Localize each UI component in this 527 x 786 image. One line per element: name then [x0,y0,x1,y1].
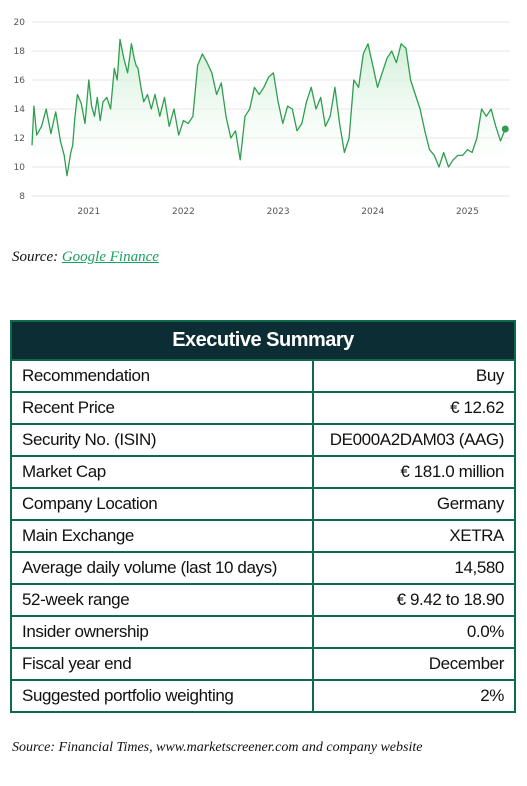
x-tick-label: 2024 [361,207,384,217]
table-row: 52-week range € 9.42 to 18.90 [10,583,516,617]
row-value: 0.0% [312,615,516,649]
row-value: December [312,647,516,681]
y-tick-label: 10 [14,163,26,173]
y-tick-label: 16 [14,76,26,86]
row-label: Recent Price [10,391,314,425]
chart-source-prefix: Source: [12,249,59,265]
price-chart: 8 10 12 14 16 18 20 2021 2022 2023 2024 2025 [0,0,527,225]
row-label: Market Cap [10,455,314,489]
y-tick-label: 12 [14,134,25,144]
row-label: Suggested portfolio weighting [10,679,314,713]
row-label: Fiscal year end [10,647,314,681]
google-finance-link[interactable]: Google Finance [61,249,159,265]
row-label: Main Exchange [10,519,314,553]
x-tick-label: 2021 [77,207,100,217]
row-label: Recommendation [10,359,314,393]
row-value: 14,580 [312,551,516,585]
table-row: Market Cap € 181.0 million [10,455,516,489]
row-label: Average daily volume (last 10 days) [10,551,314,585]
price-chart-svg: 8 10 12 14 16 18 20 2021 2022 2023 2024 2025 [14,18,510,217]
x-tick-label: 2022 [172,207,195,217]
table-row: Suggested portfolio weighting 2% [10,679,516,713]
y-tick-label: 8 [19,192,25,202]
row-label: Security No. (ISIN) [10,423,314,457]
price-area [32,39,506,176]
x-tick-label: 2025 [456,207,479,217]
table-row: Insider ownership 0.0% [10,615,516,649]
price-line [31,38,506,177]
row-value: € 9.42 to 18.90 [312,583,516,617]
row-label: Insider ownership [10,615,314,649]
row-value: 2% [312,679,516,713]
table-row: Average daily volume (last 10 days) 14,58… [10,551,516,585]
table-row: Fiscal year end December [10,647,516,681]
summary-title: Executive Summary [11,321,515,361]
table-row: Security No. (ISIN) DE000A2DAM03 (AAG) [10,423,516,457]
row-value: Germany [312,487,516,521]
row-label: 52-week range [10,583,314,617]
executive-summary-table: Executive Summary Recommendation Buy Recen… [10,320,516,713]
chart-source: Source: Google Finance [12,249,159,266]
x-tick-label: 2023 [267,207,290,217]
table-source: Source: Financial Times, www.marketscree… [12,740,423,755]
table-row: Main Exchange XETRA [10,519,516,553]
table-row: Recent Price € 12.62 [10,391,516,425]
y-tick-label: 14 [14,105,26,115]
row-label: Company Location [10,487,314,521]
table-row: Recommendation Buy [10,359,516,393]
row-value: € 181.0 million [312,455,516,489]
y-tick-label: 18 [14,47,26,57]
table-row: Company Location Germany [10,487,516,521]
row-value: DE000A2DAM03 (AAG) [312,423,516,457]
y-tick-label: 20 [14,18,26,28]
last-price-marker [501,125,509,133]
row-value: Buy [312,359,516,393]
row-value: XETRA [312,519,516,553]
row-value: € 12.62 [312,391,516,425]
